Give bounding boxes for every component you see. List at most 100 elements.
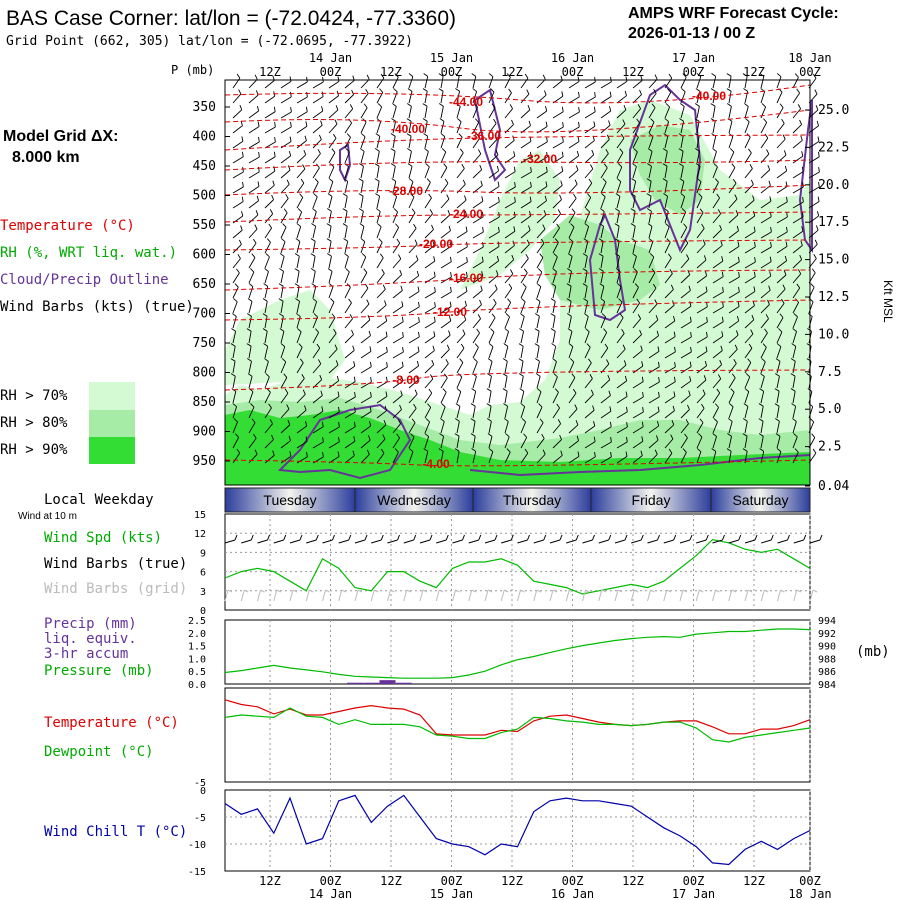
- surface-wind-barb: [517, 534, 530, 544]
- pressure-tick-label: 950: [193, 454, 216, 469]
- wind-barb: [598, 238, 604, 254]
- wind-barb: [792, 240, 803, 254]
- wind-barb: [262, 328, 268, 344]
- pressure-tick-label: 986: [818, 667, 836, 678]
- wind-barb: [391, 118, 397, 134]
- wind-barb: [328, 344, 338, 359]
- wind-barb: [456, 343, 465, 359]
- date-label-bottom: 18 Jan: [788, 887, 831, 900]
- wind-barb: [680, 433, 688, 449]
- wind-barb: [567, 328, 573, 344]
- wind-speed-tick-label: 9: [200, 548, 206, 559]
- wind-barb: [390, 163, 396, 179]
- pressure-tick-label: 992: [818, 629, 836, 640]
- wind-barb: [392, 361, 404, 374]
- wind-barb: [712, 163, 718, 179]
- wind-barb: [248, 433, 257, 449]
- wind-barb: [248, 283, 254, 299]
- wind-barb: [488, 118, 497, 134]
- wind-barb: [232, 418, 238, 434]
- wind-barb: [728, 388, 735, 404]
- wind-barb: [712, 178, 719, 194]
- wind-barb: [376, 88, 384, 104]
- wind-barb: [504, 418, 509, 434]
- dewpoint-series-label: Dewpoint (°C): [44, 744, 154, 760]
- height-tick-label: 15.0: [818, 253, 849, 268]
- wind-barb: [790, 388, 796, 404]
- wind-barb: [664, 118, 670, 134]
- wind-barb: [759, 388, 765, 404]
- precip-bar: [363, 682, 380, 684]
- wind-barb: [408, 360, 420, 374]
- wind-barb: [326, 238, 332, 254]
- wind-barb: [231, 328, 237, 344]
- height-tick-label: 10.0: [818, 327, 849, 342]
- wind-barb: [504, 254, 515, 269]
- wind-barb: [472, 164, 483, 179]
- wind-barb: [392, 285, 403, 299]
- wind-barb: [728, 163, 736, 179]
- wind-barb: [264, 388, 271, 404]
- surface-wind-barb: [598, 534, 612, 544]
- wind-barb: [790, 358, 796, 374]
- cloud-outline-edge: [798, 99, 813, 254]
- wind-barb: [744, 329, 754, 344]
- wind-barb: [392, 316, 404, 329]
- wind-barb: [376, 376, 388, 389]
- wind-barb: [375, 193, 381, 209]
- wind-barb: [583, 298, 589, 314]
- wind-barb: [680, 103, 685, 119]
- wind-barb: [296, 436, 308, 449]
- wind-barb: [776, 118, 785, 134]
- wind-barb: [790, 373, 796, 389]
- wind-barb: [520, 298, 526, 314]
- wind-barb: [280, 373, 288, 389]
- wind-barb: [664, 269, 673, 284]
- wind-barb: [247, 298, 253, 314]
- wind-barb: [230, 373, 236, 389]
- wind-barb: [248, 268, 255, 284]
- wind-barb: [344, 345, 355, 359]
- wind-barb: [776, 134, 786, 149]
- wind-barb: [712, 316, 724, 329]
- wind-barb: [727, 418, 733, 434]
- wind-barb: [376, 361, 388, 374]
- wind-barb: [792, 448, 799, 464]
- wind-barb: [792, 254, 803, 269]
- precip-panel-frame: [224, 619, 811, 685]
- wind-barb: [296, 178, 305, 194]
- grid-wind-barb: [257, 589, 265, 602]
- wind-barb: [296, 405, 307, 419]
- grid-wind-barb: [322, 589, 330, 602]
- wind-barb: [568, 373, 576, 389]
- wind-barb: [662, 148, 668, 164]
- grid-wind-barb: [387, 589, 395, 602]
- wind-speed-line: [224, 538, 811, 595]
- wind-barb: [536, 74, 546, 89]
- wind-barb: [343, 238, 349, 254]
- wind-barb: [408, 433, 415, 449]
- wind-barb: [520, 268, 528, 284]
- wind-speed-tick-label: 12: [194, 529, 206, 540]
- pressure-tick-label: 984: [818, 680, 836, 691]
- wind-barb: [312, 436, 324, 449]
- wind-barb: [264, 194, 275, 209]
- surface-wind-barb: [582, 534, 595, 544]
- wind-barb: [712, 418, 718, 434]
- wind-barb: [584, 451, 596, 464]
- surface-wind-barb: [566, 534, 579, 544]
- surface-wind-barb: [354, 534, 368, 544]
- wind-barb: [600, 328, 608, 344]
- date-label-bottom: 14 Jan: [309, 887, 352, 900]
- wind-barb: [280, 420, 291, 434]
- wind-barb: [680, 419, 689, 434]
- rh90-label: RH > 90%: [0, 442, 68, 458]
- wind-barb: [422, 88, 428, 104]
- wind-barb: [296, 328, 302, 344]
- wind-barb: [488, 73, 494, 89]
- wind-barb: [664, 361, 676, 374]
- wind-barb: [696, 316, 708, 329]
- wind-barb: [648, 268, 656, 284]
- wind-barb: [504, 313, 511, 329]
- wind-barb: [328, 133, 337, 149]
